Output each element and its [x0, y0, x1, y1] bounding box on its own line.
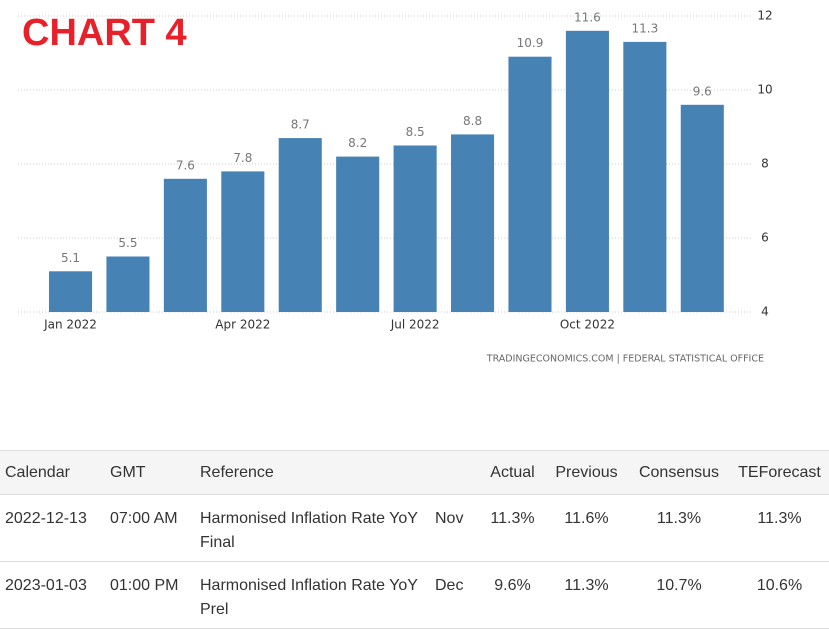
value-label: 8.8	[463, 114, 482, 128]
table-cell: 9.6%	[480, 561, 545, 629]
table-cell: 11.6%	[545, 494, 628, 562]
bar	[336, 156, 380, 312]
table-cell: Harmonised Inflation Rate YoY Prel	[195, 561, 430, 629]
value-label: 8.7	[291, 118, 310, 132]
y-tick-label: 6	[761, 231, 769, 245]
table-cell: 11.3%	[545, 561, 628, 629]
x-tick-label: Apr 2022	[215, 318, 270, 332]
value-label: 11.3	[631, 21, 658, 35]
table-cell: 2023-01-03	[0, 561, 105, 629]
y-tick-label: 8	[761, 157, 769, 171]
table-cell: 11.3%	[730, 494, 829, 562]
table-cell: Harmonised Inflation Rate YoY Final	[195, 494, 430, 562]
y-tick-label: 4	[761, 305, 769, 319]
chart: CHART 4 TRADINGECONOMICS.COM | FEDERAL S…	[18, 9, 773, 365]
table-row: 2023-01-03 01:00 PM Harmonised Inflation R…	[0, 561, 829, 629]
table-cell: 11.3%	[480, 494, 545, 562]
bar	[680, 104, 724, 312]
bar	[508, 56, 552, 313]
value-label: 10.9	[517, 36, 544, 50]
bar	[163, 178, 207, 312]
table-cell: 10.6%	[730, 561, 829, 629]
value-label: 8.5	[406, 125, 425, 139]
bar	[221, 171, 265, 312]
source: TRADINGECONOMICS.COM | FEDERAL STATISTIC…	[486, 354, 764, 365]
value-label: 8.2	[348, 136, 367, 150]
table-row: 2022-12-13 07:00 AM Harmonised Inflation R…	[0, 494, 829, 562]
header-cell: Calendar	[0, 450, 105, 495]
value-label: 5.1	[61, 251, 80, 265]
value-label: 5.5	[118, 236, 137, 250]
table-cell: 07:00 AM	[105, 494, 195, 562]
y-tick-label: 12	[757, 9, 772, 23]
table-cell: Nov	[430, 494, 480, 562]
table-cell: 10.7%	[628, 561, 730, 629]
bar	[278, 138, 322, 312]
value-label: 7.8	[233, 151, 252, 165]
header-cell	[430, 450, 480, 495]
value-label: 11.6	[574, 10, 601, 24]
bar	[393, 145, 437, 312]
value-label: 7.6	[176, 158, 195, 172]
bar	[623, 41, 667, 313]
bar	[48, 271, 93, 312]
table-cell: Dec	[430, 561, 480, 629]
header-cell: Consensus	[628, 450, 730, 495]
y-tick-label: 10	[757, 83, 772, 97]
header-cell: Actual	[480, 450, 545, 495]
header-cell: GMT	[105, 450, 195, 495]
header-cell: TEForecast	[730, 450, 829, 495]
x-tick-label: Jul 2022	[390, 318, 440, 332]
header-cell: Reference	[195, 450, 430, 495]
bar	[565, 30, 609, 313]
calendar-table: Calendar GMT Reference Actual Previous C…	[0, 450, 829, 629]
x-tick-label: Jan 2022	[43, 318, 97, 332]
table-cell: 11.3%	[628, 494, 730, 562]
value-label: 9.6	[693, 84, 712, 98]
header-cell: Previous	[545, 450, 628, 495]
chart-title: CHART 4	[22, 12, 187, 54]
bar	[451, 134, 495, 312]
bar	[106, 256, 150, 312]
table-cell: 01:00 PM	[105, 561, 195, 629]
table-cell: 2022-12-13	[0, 494, 105, 562]
x-tick-label: Oct 2022	[560, 318, 615, 332]
